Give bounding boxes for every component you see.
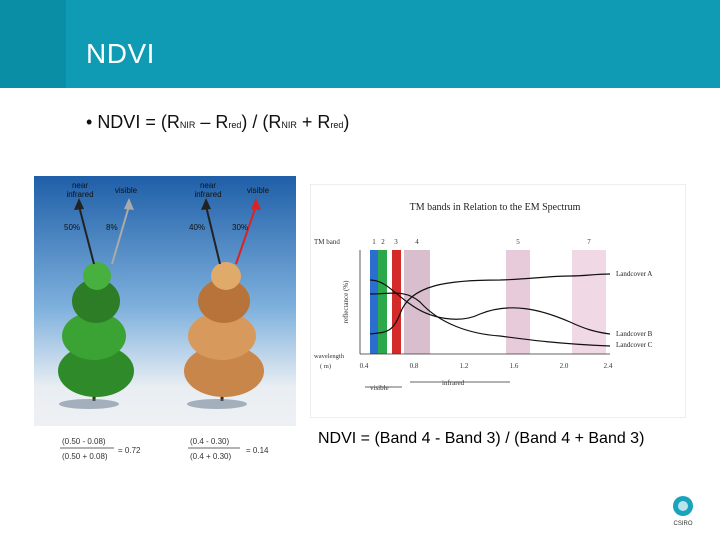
landcover-b-line: [369, 279, 611, 335]
left-visible-label: visible: [115, 186, 138, 195]
left-near-label-1: near: [72, 181, 88, 190]
wavelength-label: wavelength: [314, 353, 345, 360]
band-2-rect: [378, 250, 387, 354]
healthy-tree: [58, 262, 134, 409]
band-5-label: 5: [516, 238, 520, 246]
x-tick: 0.4: [360, 362, 369, 370]
left-formula-result: = 0.72: [118, 446, 141, 455]
right-near-label-2: infrared: [194, 190, 221, 199]
slide-title: NDVI: [86, 38, 155, 69]
band-3-label: 3: [394, 238, 398, 246]
band-3-rect: [392, 250, 401, 354]
tree-reflectance-figure: near infrared visible 50% 8% near infrar…: [34, 176, 296, 470]
ndvi-formula-bullet: • NDVI = (RNIR – Rred) / (RNIR + Rred): [86, 112, 349, 133]
left-vis-percent: 8%: [106, 223, 118, 232]
formula-sub: red: [228, 120, 242, 130]
x-tick: 1.6: [510, 362, 519, 370]
formula-sub: NIR: [281, 120, 297, 130]
chart-frame: [310, 184, 686, 418]
right-nir-percent: 40%: [189, 223, 205, 232]
right-vis-percent: 30%: [232, 223, 248, 232]
formula-part: NDVI = (R: [97, 112, 180, 132]
band-4-rect: [404, 250, 430, 354]
formula-sub: NIR: [179, 120, 196, 130]
formula-part: + R: [296, 112, 331, 132]
right-formula-result: = 0.14: [246, 446, 269, 455]
wavelength-unit: ( m): [320, 363, 331, 370]
stressed-tree: [184, 262, 264, 409]
right-formula-top: (0.4 - 0.30): [190, 437, 229, 446]
infrared-region-label: infrared: [442, 379, 465, 387]
left-formula-top: (0.50 - 0.08): [62, 437, 106, 446]
band-label: TM band: [314, 238, 340, 246]
x-tick: 0.8: [410, 362, 419, 370]
csiro-logo: CSIRO: [673, 496, 693, 527]
right-near-label-1: near: [200, 181, 216, 190]
band-7-rect: [572, 250, 606, 354]
formula-part: – R: [195, 112, 229, 132]
band-2-label: 2: [381, 238, 385, 246]
x-tick: 2.0: [560, 362, 569, 370]
left-formula-bottom: (0.50 + 0.08): [62, 452, 108, 461]
legend-landcover-a: Landcover A: [616, 270, 652, 278]
title-bar: NDVI: [0, 0, 720, 88]
visible-region-label: visible: [370, 384, 389, 392]
right-formula-bottom: (0.4 + 0.30): [190, 452, 231, 461]
band-5-rect: [506, 250, 530, 354]
landcover-c-line: [369, 292, 611, 347]
chart-title: TM bands in Relation to the EM Spectrum: [410, 202, 581, 213]
band-7-label: 7: [587, 238, 591, 246]
logo-text: CSIRO: [673, 521, 692, 527]
left-reflection-arrows: [74, 198, 134, 265]
band-1-rect: [370, 250, 378, 354]
landcover-a-line: [369, 273, 611, 335]
formula-part: ) / (R: [241, 112, 282, 132]
formula-part: ): [343, 112, 350, 132]
right-reflection-arrows: [201, 198, 261, 265]
ndvi-band-caption: NDVI = (Band 4 - Band 3) / (Band 4 + Ban…: [318, 430, 645, 447]
x-tick: 1.2: [460, 362, 469, 370]
title-bar-accent: [0, 0, 66, 88]
legend-landcover-c: Landcover C: [616, 341, 653, 349]
x-tick: 2.4: [604, 362, 613, 370]
tm-bands-chart: TM bands in Relation to the EM Spectrum …: [310, 184, 686, 418]
left-near-label-2: infrared: [66, 190, 93, 199]
band-4-label: 4: [415, 238, 419, 246]
right-visible-label: visible: [247, 186, 270, 195]
band-1-label: 1: [372, 238, 376, 246]
legend-landcover-b: Landcover B: [616, 330, 653, 338]
formula-sub: red: [330, 120, 344, 130]
left-nir-percent: 50%: [64, 223, 80, 232]
y-axis-label: reflectance (%): [342, 280, 350, 324]
bullet-marker: •: [86, 112, 98, 132]
